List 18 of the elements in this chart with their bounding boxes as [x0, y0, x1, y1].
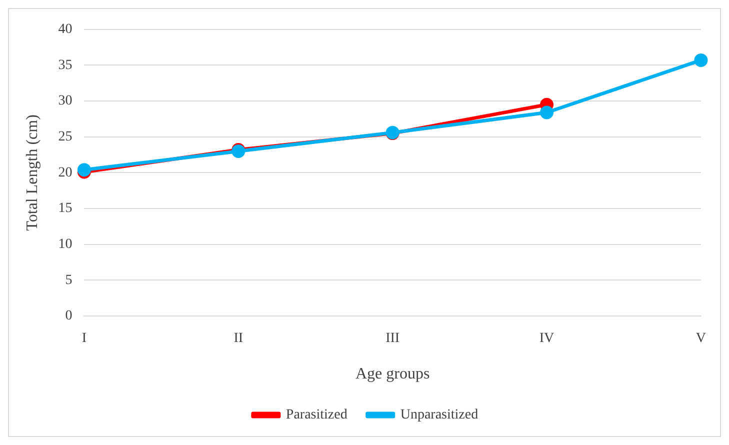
- y-tick-label: 35: [58, 58, 72, 73]
- y-tick-label: 10: [58, 237, 72, 252]
- x-tick-label: IV: [539, 331, 554, 346]
- y-tick-label: 15: [58, 201, 72, 216]
- x-tick-label: V: [696, 331, 706, 346]
- y-tick-label: 0: [65, 308, 72, 324]
- y-tick-label: 20: [58, 165, 72, 180]
- y-tick-label: 30: [58, 94, 72, 109]
- x-tick-label: II: [234, 331, 244, 346]
- legend-label: Unparasitized: [400, 408, 478, 423]
- x-tick-label: III: [386, 331, 400, 346]
- y-tick-label: 25: [58, 130, 72, 145]
- y-tick-label: 40: [58, 22, 72, 38]
- y-axis-title: Total Length (cm): [24, 114, 41, 231]
- x-axis-title: Age groups: [355, 366, 430, 383]
- x-tick-label: I: [82, 331, 87, 346]
- y-tick-label: 5: [65, 272, 72, 288]
- legend-label: Parasitized: [286, 408, 348, 423]
